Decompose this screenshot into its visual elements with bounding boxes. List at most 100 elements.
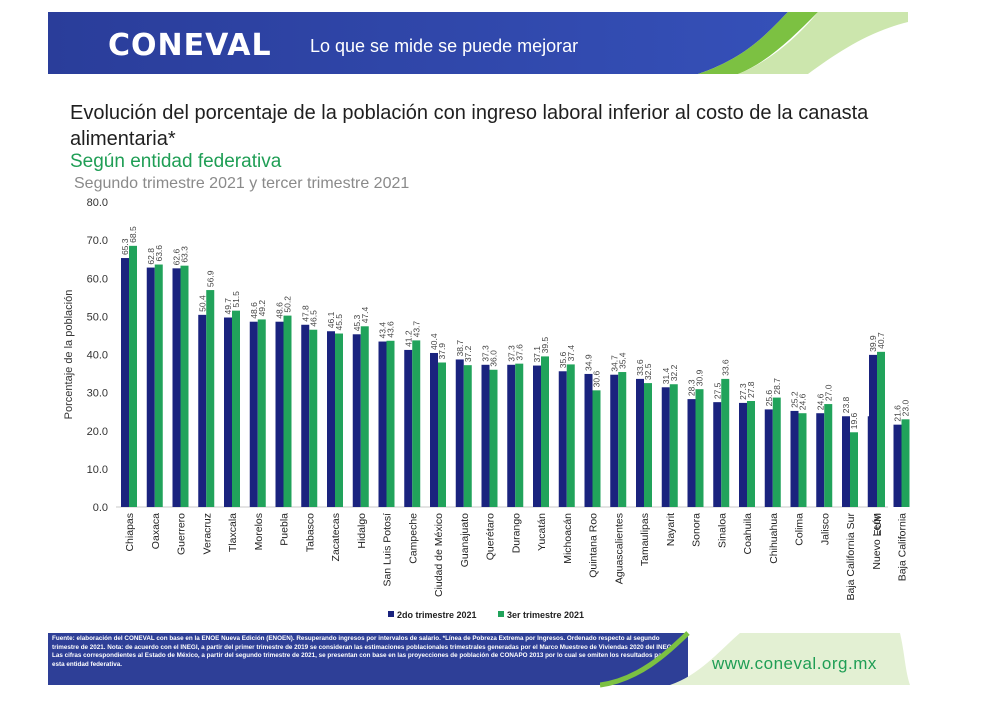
- legend-label-3er: 3er trimestre 2021: [507, 610, 584, 620]
- data-label-3er: 23.0: [901, 399, 911, 416]
- category-label: San Luis Potosí: [382, 513, 394, 587]
- bar-2do-trimestre: [327, 331, 335, 507]
- category-label: Tabasco: [304, 513, 316, 552]
- data-label-2do: 48.6: [275, 302, 285, 319]
- bar-3er-trimestre: [850, 432, 858, 507]
- category-label: Colima: [794, 513, 806, 546]
- bar-2do-trimestre: [764, 409, 773, 507]
- data-label-3er: 50.2: [283, 296, 293, 313]
- data-label-2do: 24.6: [815, 393, 825, 410]
- legend-label-2do: 2do trimestre 2021: [397, 610, 477, 620]
- data-label-2do: 41.2: [403, 330, 413, 347]
- website-link[interactable]: www.coneval.org.mx: [712, 654, 877, 673]
- data-label-3er: 56.9: [205, 270, 215, 287]
- category-label: Querétaro: [485, 513, 497, 560]
- data-label-3er: 37.9: [437, 343, 447, 360]
- data-label-2do: 34.7: [609, 355, 619, 372]
- bar-2do-trimestre: [481, 364, 490, 507]
- category-label: Morelos: [253, 513, 265, 550]
- bar-2do-trimestre: [713, 402, 722, 507]
- bar-3er-trimestre: [644, 383, 652, 507]
- bar-2do-trimestre: [378, 341, 387, 507]
- bar-3er-trimestre: [154, 264, 163, 507]
- data-label-2do: 31.4: [661, 367, 671, 384]
- bar-2do-trimestre: [198, 314, 207, 507]
- data-label-2do: 50.4: [197, 295, 207, 312]
- category-label: Tlaxcala: [227, 513, 239, 552]
- data-label-3er: 36.0: [489, 350, 499, 367]
- data-label-2do: 38.7: [455, 340, 465, 357]
- footer-decoration: [600, 631, 910, 688]
- category-label: Guerrero: [176, 513, 188, 555]
- bar-2do-trimestre: [869, 354, 877, 507]
- bar-2do-trimestre: [172, 268, 181, 507]
- bar-2do-trimestre: [507, 364, 516, 507]
- data-label-3er: 43.6: [386, 321, 396, 338]
- category-label: Nayarit: [665, 513, 677, 546]
- data-label-3er: 24.6: [798, 393, 808, 410]
- data-label-2do: 47.8: [300, 305, 310, 322]
- data-label-2do: 35.6: [558, 351, 568, 368]
- bar-2do-trimestre: [816, 413, 825, 507]
- data-label-3er: 43.7: [411, 321, 421, 338]
- category-label: Tamaulipas: [639, 513, 651, 566]
- category-label: Yucatán: [536, 513, 548, 551]
- data-label-3er: 46.5: [308, 310, 318, 327]
- bar-2do-trimestre: [275, 321, 284, 507]
- bar-3er-trimestre: [386, 340, 395, 507]
- bar-3er-trimestre: [180, 265, 189, 507]
- data-label-2do: 28.3: [687, 379, 697, 396]
- bar-3er-trimestre: [747, 401, 755, 507]
- y-tick-label: 0.0: [93, 502, 108, 514]
- bar-3er-trimestre: [901, 419, 910, 507]
- category-label: Veracruz: [201, 513, 213, 554]
- bar-2do-trimestre: [249, 321, 258, 507]
- data-label-3er: 63.3: [180, 246, 190, 263]
- data-label-2do: 49.7: [223, 298, 233, 315]
- category-label: Baja California: [897, 513, 909, 581]
- data-label-2do: 25.2: [790, 391, 800, 408]
- data-label-3er: 32.5: [643, 363, 653, 380]
- data-label-3er: 68.5: [128, 226, 138, 243]
- bar-3er-trimestre: [438, 362, 446, 507]
- data-label-2do: 27.5: [712, 382, 722, 399]
- category-label: Puebla: [279, 513, 291, 546]
- coneval-logo: CONEVAL: [108, 28, 272, 63]
- bar-3er-trimestre: [489, 369, 498, 507]
- bar-2do-trimestre: [558, 371, 567, 507]
- category-label: Coahuila: [742, 513, 754, 555]
- category-label: Chiapas: [124, 513, 136, 552]
- data-label-3er: 32.2: [669, 364, 679, 381]
- category-label: Michoacán: [562, 513, 574, 564]
- y-tick-label: 60.0: [87, 273, 108, 285]
- footer-note: Fuente: elaboración del CONEVAL con base…: [52, 635, 676, 668]
- y-tick-label: 30.0: [87, 388, 108, 400]
- category-label: Aguascalientes: [613, 513, 625, 584]
- y-tick-label: 20.0: [87, 426, 108, 438]
- y-tick-label: 40.0: [87, 350, 108, 362]
- data-label-3er: 39.5: [540, 337, 550, 354]
- bar-2do-trimestre: [404, 349, 413, 507]
- data-label-2do: 45.3: [352, 314, 362, 331]
- bar-2do-trimestre: [352, 334, 361, 507]
- data-label-3er: 30.6: [592, 371, 602, 388]
- category-label: Jalisco: [819, 513, 831, 545]
- bar-2do-trimestre: [790, 410, 799, 507]
- data-label-2do: 65.3: [120, 238, 130, 255]
- bar-2do-trimestre: [636, 378, 644, 507]
- category-label: Hidalgo: [356, 513, 368, 549]
- bar-2do-trimestre: [533, 365, 541, 507]
- category-label: EUM: [872, 513, 884, 536]
- bar-3er-trimestre: [541, 356, 549, 507]
- bar-2do-trimestre: [739, 402, 747, 507]
- y-tick-label: 80.0: [87, 197, 108, 209]
- data-label-3er: 45.5: [334, 314, 344, 331]
- bar-3er-trimestre: [592, 390, 601, 507]
- bar-2do-trimestre: [584, 373, 593, 507]
- category-label: Guanajuato: [459, 513, 471, 567]
- bar-3er-trimestre: [721, 378, 730, 507]
- category-label: Zacatecas: [330, 513, 342, 561]
- data-label-2do: 27.3: [738, 383, 748, 400]
- bar-3er-trimestre: [360, 326, 369, 507]
- bar-2do-trimestre: [661, 387, 670, 507]
